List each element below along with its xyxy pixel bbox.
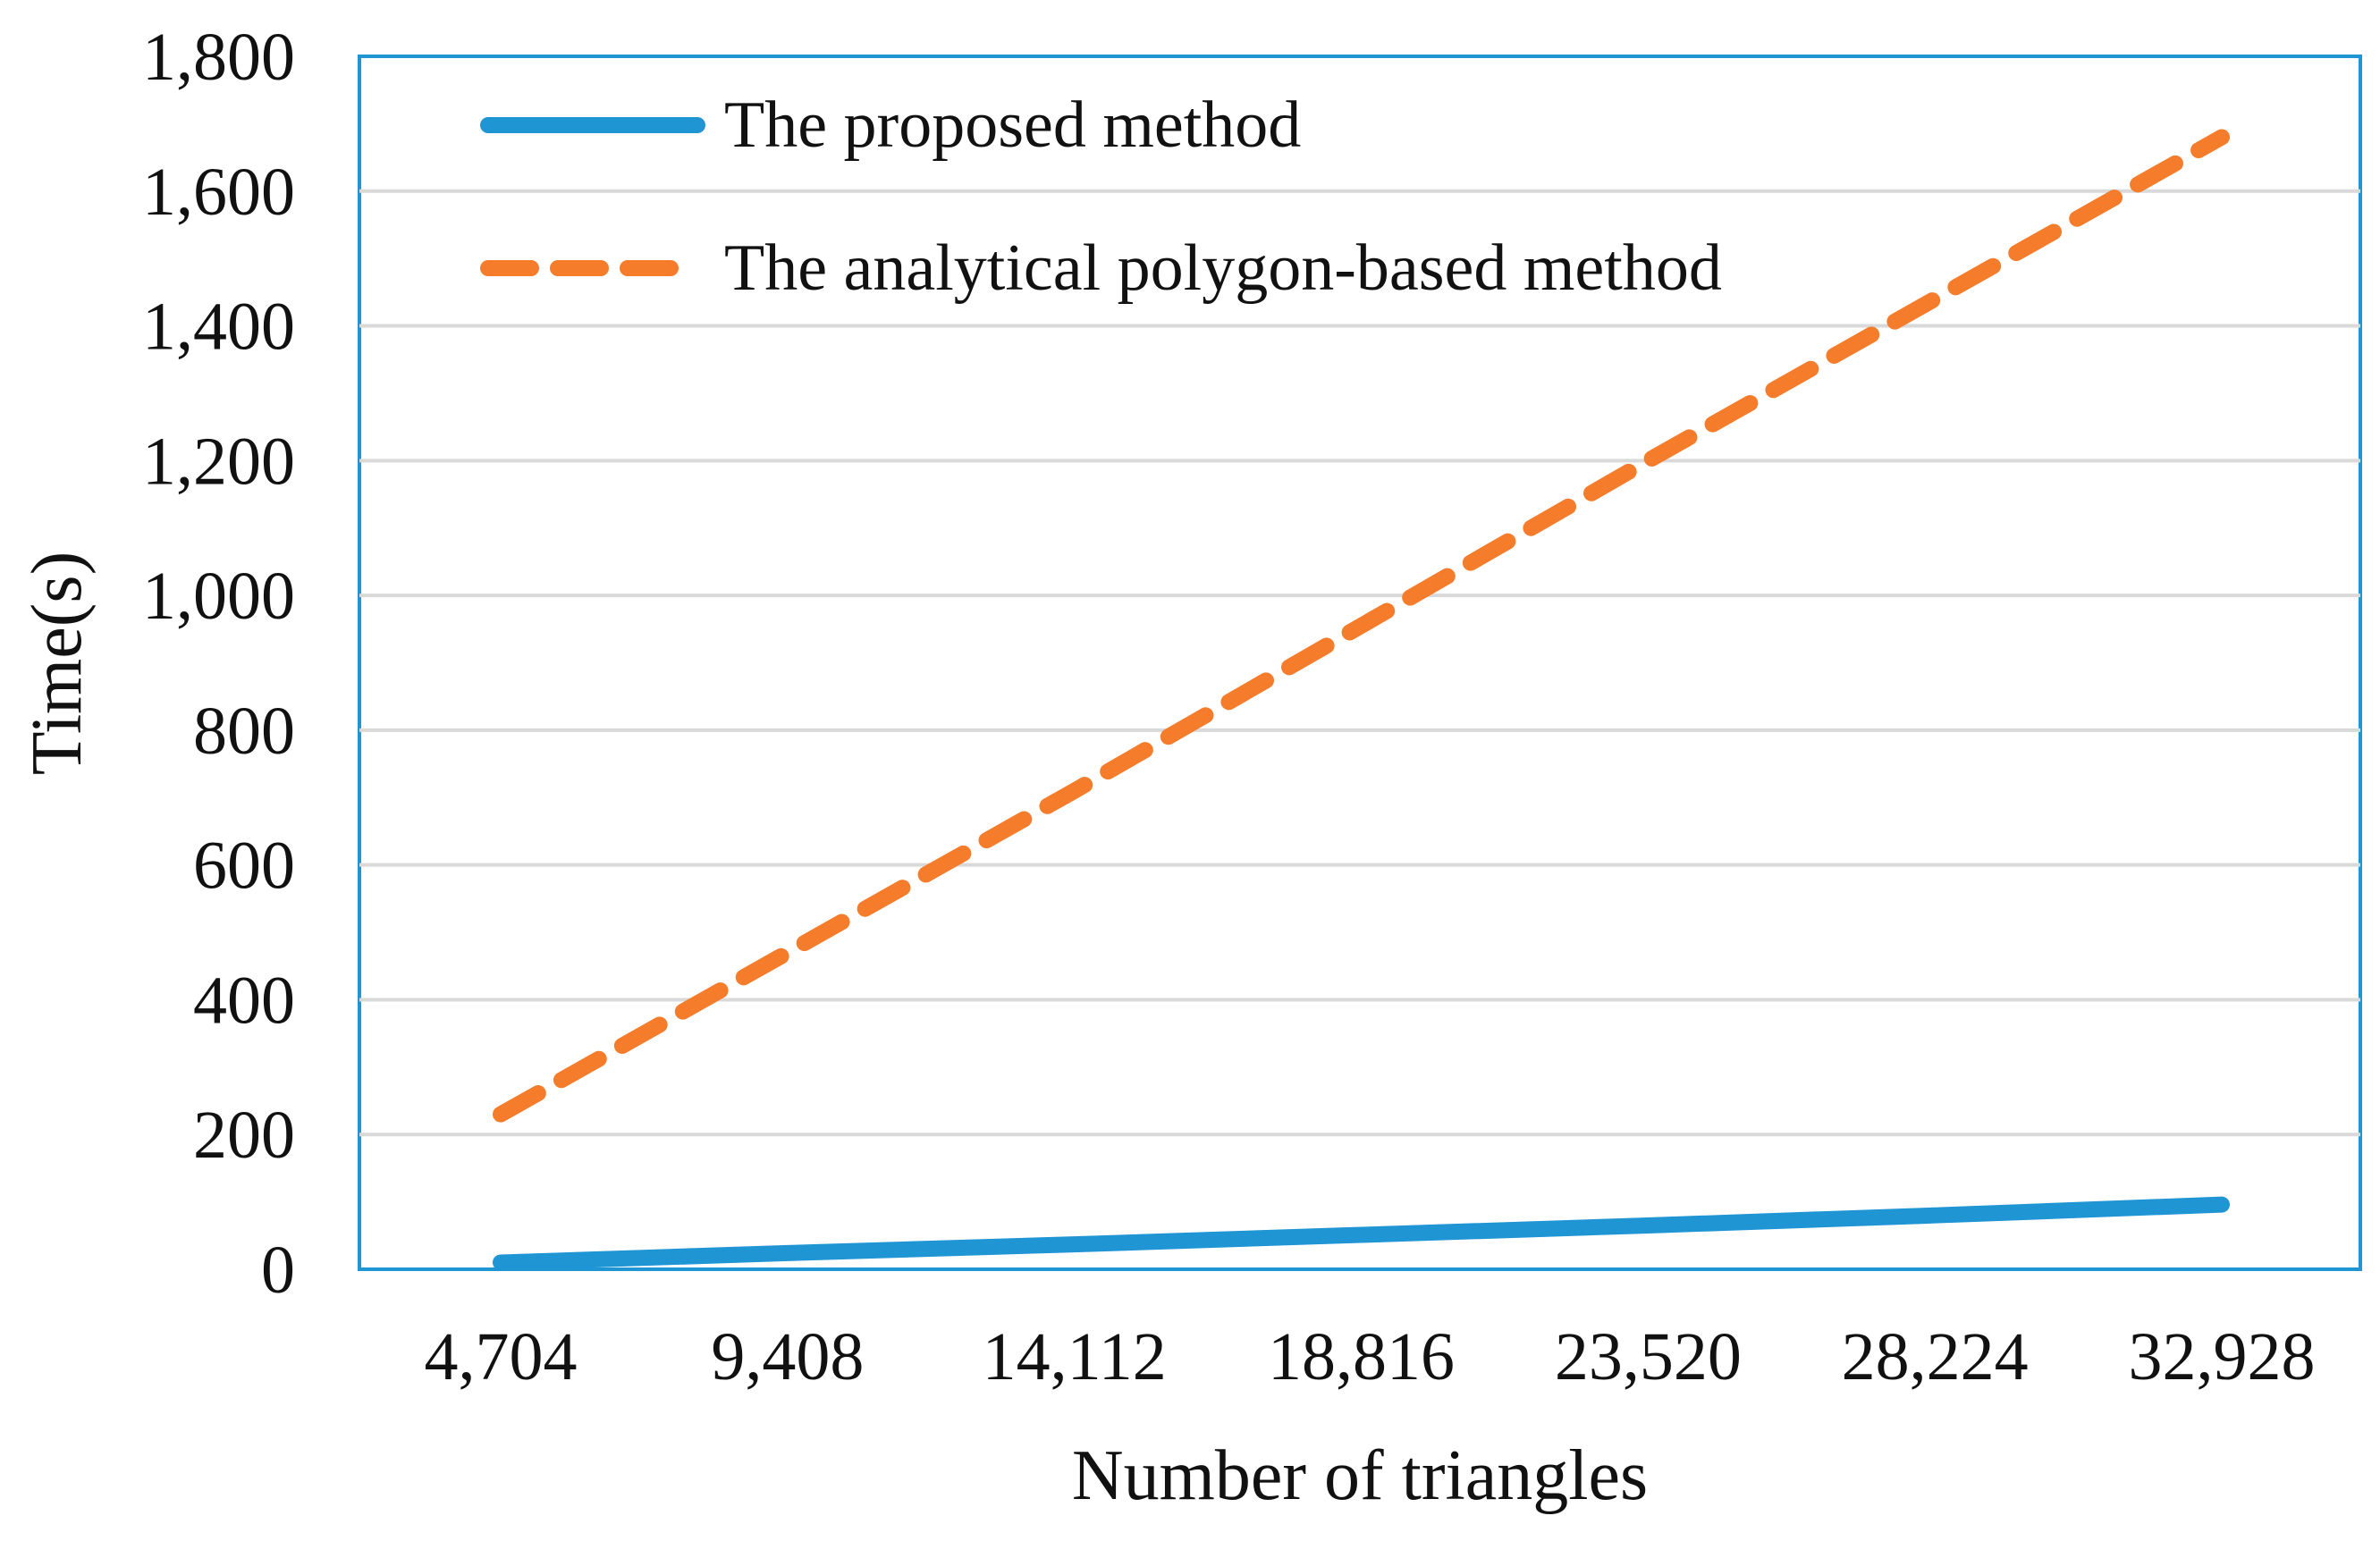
y-tick-labels: 0 200 400 600 800 1,000 1,200 1,400 1,600 1,800 <box>142 20 295 1308</box>
y-tick-label: 200 <box>193 1098 295 1173</box>
y-tick-label: 1,400 <box>142 290 295 365</box>
series-line-proposed <box>493 1196 2230 1271</box>
data-point <box>501 1114 502 1115</box>
x-tick-label: 4,704 <box>425 1319 578 1394</box>
data-point <box>1361 1234 1362 1235</box>
data-point <box>787 1252 788 1253</box>
data-point <box>1074 1244 1075 1245</box>
x-tick-label: 32,928 <box>2129 1319 2316 1394</box>
x-tick-label: 14,112 <box>983 1319 1167 1394</box>
data-point <box>501 1262 502 1263</box>
series-line-analytical <box>493 129 2230 1123</box>
legend-label-proposed: The proposed method <box>724 88 1301 162</box>
legend-label-analytical: The analytical polygon-based method <box>724 232 1722 305</box>
x-tick-label: 18,816 <box>1268 1319 1455 1394</box>
data-point <box>2222 137 2223 138</box>
y-tick-label: 1,000 <box>142 559 295 634</box>
data-point <box>1935 1215 1936 1216</box>
y-tick-label: 0 <box>261 1233 295 1308</box>
y-tick-label: 600 <box>193 829 295 904</box>
y-tick-label: 1,800 <box>142 20 295 95</box>
y-tick-label: 400 <box>193 963 295 1038</box>
series-layer <box>493 129 2230 1271</box>
x-axis-title: Number of triangles <box>1072 1436 1648 1515</box>
data-point <box>2222 1204 2223 1205</box>
legend: The proposed method The analytical polyg… <box>480 88 1722 305</box>
data-point <box>1074 790 1075 791</box>
x-tick-label: 28,224 <box>1842 1319 2029 1394</box>
y-tick-label: 800 <box>193 694 295 769</box>
y-axis-title: Time(s) <box>18 552 97 775</box>
data-point <box>787 952 788 953</box>
gridlines <box>359 189 2360 1137</box>
data-point <box>1648 460 1649 461</box>
plot-frame <box>358 55 2362 1271</box>
data-point <box>1361 626 1362 627</box>
x-tick-label: 23,520 <box>1555 1319 1742 1394</box>
x-tick-labels: 4,704 9,408 14,112 18,816 23,520 28,224 32,928 <box>425 1319 2316 1394</box>
x-tick-label: 9,408 <box>711 1319 864 1394</box>
y-tick-label: 1,200 <box>142 424 295 499</box>
y-tick-label: 1,600 <box>142 155 295 230</box>
